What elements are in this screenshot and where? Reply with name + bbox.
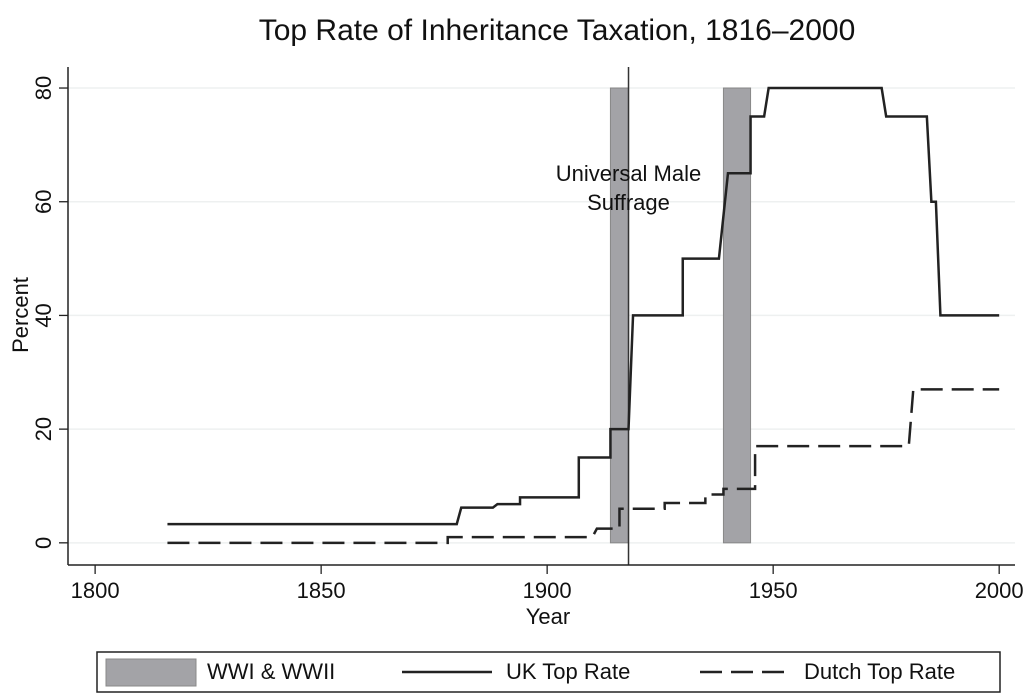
- war-band: [722, 87, 752, 544]
- y-tick-label: 80: [31, 76, 56, 100]
- chart-title: Top Rate of Inheritance Taxation, 1816–2…: [259, 14, 856, 47]
- annotation-text: Universal Male: [556, 161, 702, 186]
- y-axis-label: Percent: [8, 277, 33, 353]
- x-tick-label: 1800: [71, 578, 120, 603]
- y-tick-label: 40: [31, 303, 56, 327]
- series-line: [167, 86, 1000, 526]
- x-tick-label: 1950: [749, 578, 798, 603]
- x-tick-label: 2000: [975, 578, 1024, 603]
- legend-label: Dutch Top Rate: [804, 659, 955, 684]
- y-tick-label: 20: [31, 417, 56, 441]
- legend-label: WWI & WWII: [207, 659, 335, 684]
- y-tick-label: 60: [31, 189, 56, 213]
- x-tick-label: 1850: [297, 578, 346, 603]
- legend-box: [96, 651, 1001, 693]
- annotation-text: Suffrage: [587, 190, 670, 215]
- series-line: [167, 388, 1000, 545]
- y-tick-label: 0: [31, 537, 56, 549]
- x-axis-label: Year: [526, 604, 570, 629]
- legend-swatch: [105, 658, 197, 687]
- x-tick-label: 1900: [523, 578, 572, 603]
- war-band: [609, 87, 630, 544]
- legend-label: UK Top Rate: [506, 659, 630, 684]
